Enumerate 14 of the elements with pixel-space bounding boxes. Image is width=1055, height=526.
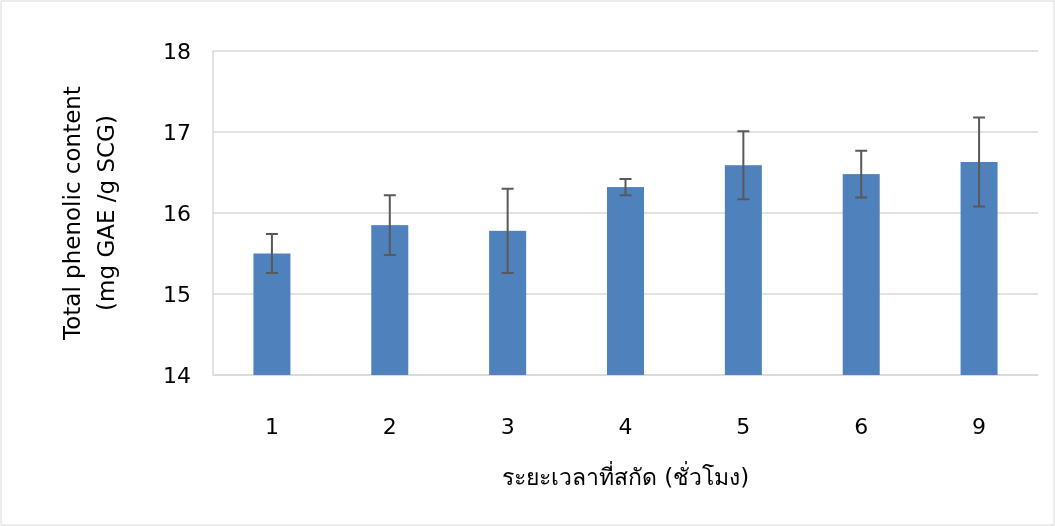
y-tick-label: 16: [163, 201, 191, 226]
x-tick-label: 6: [854, 414, 869, 439]
x-axis-title: ระยะเวลาที่สกัด (ชั่วโมง): [501, 461, 750, 490]
x-tick-label: 1: [264, 414, 279, 439]
y-tick-label: 14: [163, 363, 191, 388]
y-tick-label: 18: [163, 39, 191, 64]
x-tick-label: 3: [500, 414, 515, 439]
x-tick-label: 2: [382, 414, 397, 439]
y-tick-label: 17: [163, 120, 191, 145]
x-tick-label: 4: [618, 414, 633, 439]
y-axis-title: Total phenolic content (mg GAE /g SCG): [59, 86, 119, 341]
x-tick-label: 5: [736, 414, 751, 439]
x-tick-label: 9: [972, 414, 987, 439]
y-tick-label: 15: [163, 282, 191, 307]
